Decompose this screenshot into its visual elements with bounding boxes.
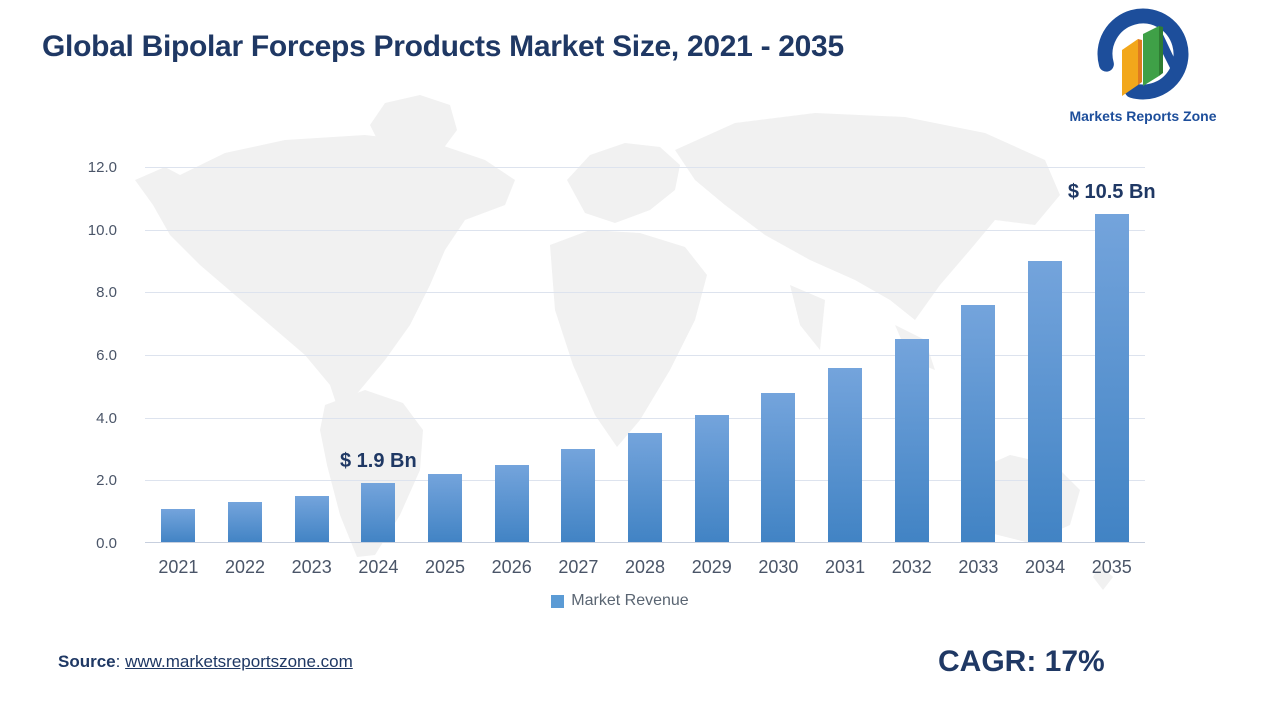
map-europe (567, 143, 680, 223)
brand-logo-icon (1097, 8, 1189, 100)
bar-slot (278, 167, 345, 543)
legend-series-label: Market Revenue (571, 592, 689, 609)
bar-value-label: $ 10.5 Bn (1067, 181, 1156, 203)
map-india (790, 285, 825, 350)
bar-2033 (961, 304, 996, 543)
y-axis-tick-label: 2.0 (96, 472, 117, 490)
x-axis-tick-label: 2032 (891, 557, 932, 577)
bar-2022 (228, 502, 262, 543)
bar-slot (145, 167, 212, 543)
bar-slot (478, 167, 545, 543)
bar-2026 (494, 464, 529, 543)
bar-slot (412, 167, 479, 543)
x-axis-tick-label: 2024 (358, 557, 399, 577)
x-axis-tick-label: 2027 (558, 557, 599, 577)
bar-2035 (1094, 214, 1129, 543)
x-axis-tick-label: 2021 (158, 557, 199, 577)
y-axis-tick-label: 0.0 (96, 535, 117, 552)
bar-slot (545, 167, 612, 543)
source-separator: : (115, 652, 126, 671)
gridline (145, 229, 1145, 231)
bar-2024 (361, 483, 396, 543)
x-axis-tick-label: 2022 (224, 557, 266, 577)
x-axis-tick-label: 2025 (425, 557, 466, 577)
x-axis-tick-label: 2034 (1025, 557, 1066, 577)
brand-logo: Markets Reports Zone (1063, 6, 1223, 124)
bar-slot (745, 167, 812, 543)
x-axis-tick-label: 2033 (958, 557, 999, 577)
bar-slot (878, 167, 945, 543)
bar-2023 (294, 496, 329, 543)
gridline (145, 417, 1145, 419)
source-label: Source (58, 652, 116, 671)
bar-series: $ 1.9 Bn $ 10.5 Bn (145, 167, 1156, 543)
bar-2021 (161, 508, 196, 543)
bar-2034 (1028, 261, 1063, 543)
legend-color-swatch (551, 594, 565, 608)
x-axis-line (145, 542, 1145, 543)
x-axis-tick-label: 2030 (758, 557, 799, 577)
x-axis-tick-label: 2026 (491, 557, 532, 577)
map-africa (550, 230, 707, 447)
plot-area: 0.0 2.0 4.0 6.0 8.0 10.0 12.0 $ 1.9 Bn $ 10.5 B… (88, 159, 1156, 552)
chart-legend: Market Revenue (120, 592, 1120, 610)
source-link[interactable]: www.marketsreportszone.com (125, 652, 353, 671)
gridline (145, 167, 1145, 168)
y-axis-tick-label: 10.0 (87, 221, 117, 239)
bar-2025 (428, 474, 463, 543)
bar-slot: $ 10.5 Bn (1068, 167, 1156, 543)
y-axis-tick-label: 4.0 (96, 409, 117, 427)
x-axis-tick-label: 2035 (1091, 557, 1132, 577)
cagr-callout: CAGR: 17% (938, 645, 1105, 678)
bar-2032 (894, 339, 929, 543)
y-axis-tick-label: 6.0 (96, 347, 117, 364)
map-new-zealand (1093, 565, 1113, 590)
bar-slot (1012, 167, 1079, 543)
gridline (145, 292, 1145, 294)
map-south-america (320, 390, 423, 557)
bar-2027 (561, 449, 596, 543)
x-axis-tick-label: 2031 (825, 557, 866, 577)
bar-slot (945, 167, 1012, 543)
y-axis-tick-label: 8.0 (96, 284, 117, 302)
bar-2031 (828, 367, 863, 543)
bar-slot (678, 167, 745, 543)
x-axis-tick-label: 2029 (691, 557, 732, 577)
bar-2028 (628, 433, 663, 543)
brand-logo-text: Markets Reports Zone (1069, 108, 1217, 124)
y-axis-tick-label: 12.0 (87, 159, 117, 176)
map-asia (675, 113, 1060, 320)
page-title: Global Bipolar Forceps Products Market S… (42, 30, 844, 63)
bar-value-label: $ 1.9 Bn (339, 450, 417, 473)
bar-2029 (694, 414, 729, 543)
x-axis-tick-labels: 2021 2022 2023 2024 2025 2026 2027 2028 2029 2030… (145, 557, 1145, 578)
map-north-america (135, 135, 515, 415)
gridline (145, 355, 1145, 356)
bar-2030 (761, 392, 796, 543)
source-line: Source: www.marketsreportszone.com (58, 652, 353, 672)
bar-slot (612, 167, 679, 543)
x-axis-tick-label: 2023 (291, 557, 332, 577)
bar-slot (212, 167, 279, 543)
x-axis-tick-label: 2028 (625, 557, 666, 577)
bar-slot (812, 167, 879, 543)
bar-slot: $ 1.9 Bn (340, 167, 417, 543)
